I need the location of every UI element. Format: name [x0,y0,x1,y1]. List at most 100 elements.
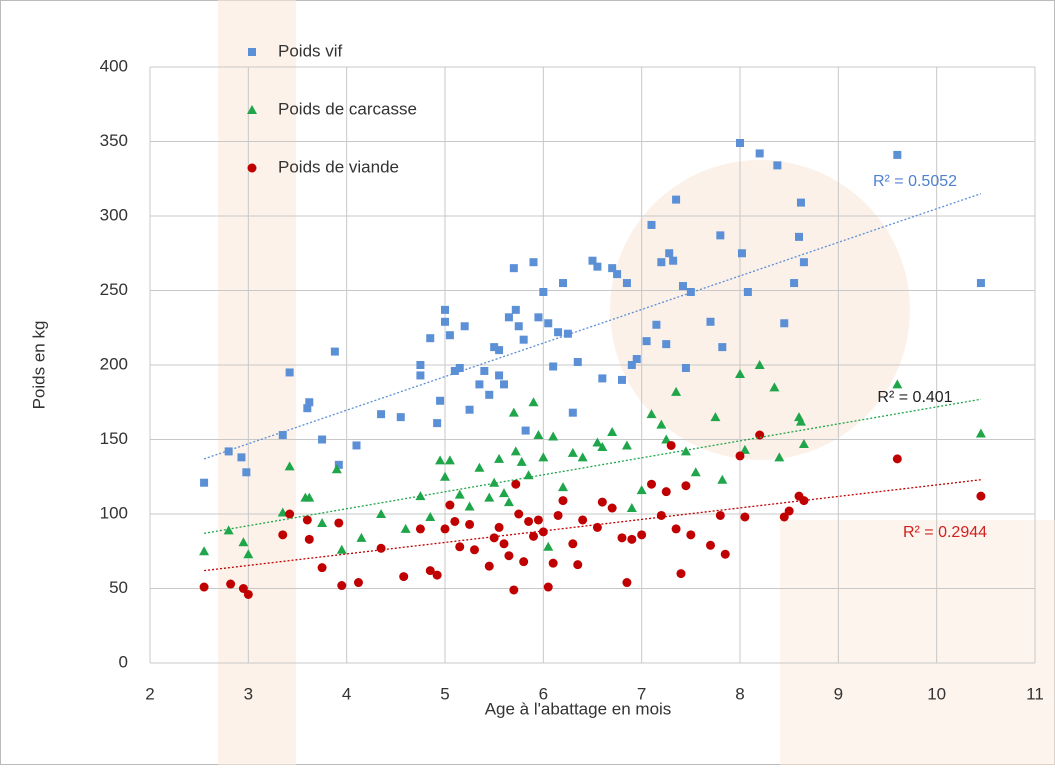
point [657,511,666,520]
point [511,480,520,489]
point [495,371,503,379]
point [505,313,513,321]
chart: Age à l'abattage en mois Poids en kg 050… [0,0,1055,765]
point [744,288,752,296]
legend-label: Poids vif [278,41,343,60]
point [504,551,513,560]
point [574,358,582,366]
point [353,441,361,449]
point [554,511,563,520]
point [677,569,686,578]
legend-label: Poids de carcasse [278,99,417,118]
point [795,233,803,241]
point [529,532,538,541]
point [305,398,313,406]
point [568,539,577,548]
point [662,340,670,348]
point [672,196,680,204]
point [598,498,607,507]
point [433,571,442,580]
point [480,367,488,375]
point [633,355,641,363]
point [977,279,985,287]
point [305,535,314,544]
point [465,520,474,529]
point [756,149,764,157]
point [225,447,233,455]
point [569,409,577,417]
point [578,515,587,524]
point [736,139,744,147]
point [773,161,781,169]
point [559,496,568,505]
point [485,562,494,571]
x-tick-label: 11 [1026,684,1044,703]
point [672,524,681,533]
point [893,454,902,463]
point [475,380,483,388]
legend-marker [248,48,256,56]
point [354,578,363,587]
point [509,585,518,594]
point [466,406,474,414]
point [707,318,715,326]
point [667,441,676,450]
y-tick-label: 100 [100,503,128,522]
point [433,419,441,427]
point [278,530,287,539]
point [780,319,788,327]
y-tick-label: 400 [100,56,128,75]
point [416,524,425,533]
x-tick-label: 7 [637,684,646,703]
point [226,580,235,589]
point [627,535,636,544]
point [500,380,508,388]
point [718,343,726,351]
y-tick-label: 300 [100,205,128,224]
point [520,336,528,344]
point [539,527,548,536]
point [790,279,798,287]
point [534,313,542,321]
y-tick-label: 0 [119,652,128,671]
point [721,550,730,559]
point [237,453,245,461]
point [662,487,671,496]
x-tick-label: 6 [539,684,548,703]
point [559,279,567,287]
point [657,258,665,266]
point [524,517,533,526]
y-tick-label: 350 [100,131,128,150]
point [441,306,449,314]
point [200,479,208,487]
point [441,524,450,533]
y-tick-label: 50 [109,578,128,597]
point [318,436,326,444]
point [303,515,312,524]
point [549,559,558,568]
point [652,321,660,329]
point [608,504,617,513]
point [598,374,606,382]
point [573,560,582,569]
watermark [780,520,1055,765]
point [797,199,805,207]
point [679,282,687,290]
point [643,337,651,345]
point [740,512,749,521]
point [416,361,424,369]
point [544,583,553,592]
point [337,581,346,590]
point [436,397,444,405]
point [648,221,656,229]
point [564,330,572,338]
x-tick-label: 3 [244,684,253,703]
point [519,557,528,566]
point [522,427,530,435]
point [515,322,523,330]
watermark [610,160,910,460]
point [738,249,746,257]
point [534,515,543,524]
y-tick-label: 150 [100,429,128,448]
point [800,258,808,266]
